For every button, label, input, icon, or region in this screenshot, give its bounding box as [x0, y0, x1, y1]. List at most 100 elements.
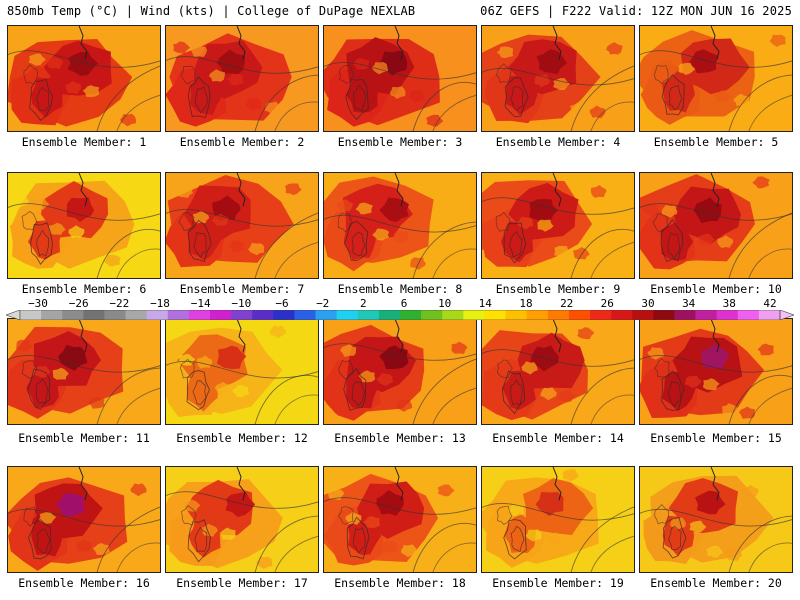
colorbar-swatch — [252, 310, 274, 320]
colorbar-tick-label: 26 — [600, 297, 614, 310]
map-title: 850mb Temp (°C) | Wind (kts) | College o… — [7, 4, 416, 18]
colorbar-tick-label: 14 — [478, 297, 492, 310]
colorbar-swatch — [378, 310, 401, 320]
ensemble-member-label: Ensemble Member: 14 — [492, 431, 624, 445]
temperature-field — [482, 173, 634, 278]
temperature-field — [324, 26, 476, 131]
colorbar-swatch — [695, 310, 717, 320]
colorbar-swatch — [463, 310, 485, 320]
ensemble-member-label: Ensemble Member: 3 — [337, 135, 463, 149]
colorbar-swatch — [568, 310, 591, 320]
ensemble-member-map — [323, 25, 477, 132]
ensemble-member-label: Ensemble Member: 18 — [334, 576, 466, 590]
ensemble-member-label: Ensemble Member: 13 — [334, 431, 466, 445]
ensemble-member-label: Ensemble Member: 9 — [495, 282, 621, 296]
colorbar-tick-label: 42 — [763, 297, 777, 310]
colorbar-swatch — [315, 310, 337, 320]
ensemble-member-map — [7, 318, 161, 425]
colorbar-swatch — [294, 310, 316, 320]
colorbar-swatch — [611, 310, 633, 320]
colorbar-tick-label: 30 — [641, 297, 655, 310]
colorbar-swatch — [357, 310, 380, 320]
temperature-field — [640, 319, 792, 424]
colorbar-swatch — [653, 310, 675, 320]
colorbar-swatch — [146, 310, 169, 320]
ensemble-member-label: Ensemble Member: 12 — [176, 431, 308, 445]
ensemble-member-label: Ensemble Member: 11 — [18, 431, 150, 445]
colorbar-tick-label: −2 — [316, 297, 330, 310]
colorbar-swatch — [125, 310, 147, 320]
colorbar-swatch — [210, 310, 232, 320]
ensemble-member-map — [481, 172, 635, 279]
ensemble-member-label: Ensemble Member: 6 — [21, 282, 147, 296]
ensemble-member-map — [7, 25, 161, 132]
ensemble-member-map — [7, 466, 161, 573]
colorbar-swatch — [484, 310, 506, 320]
ensemble-member-label: Ensemble Member: 17 — [176, 576, 308, 590]
colorbar-swatch — [674, 310, 696, 320]
colorbar-tick-label: 34 — [682, 297, 696, 310]
ensemble-member-map — [323, 466, 477, 573]
ensemble-member-label: Ensemble Member: 4 — [495, 135, 621, 149]
colorbar-swatch — [526, 310, 549, 320]
temperature-field — [482, 467, 634, 572]
colorbar-tick-label: 2 — [359, 297, 367, 310]
ensemble-member-label: Ensemble Member: 19 — [492, 576, 624, 590]
ensemble-member-map — [639, 172, 793, 279]
temperature-field — [482, 26, 634, 131]
colorbar-swatch — [41, 310, 63, 320]
colorbar-tick-label: −6 — [275, 297, 289, 310]
ensemble-member-label: Ensemble Member: 10 — [650, 282, 782, 296]
ensemble-member-map — [165, 172, 319, 279]
temperature-field — [640, 467, 792, 572]
colorbar-swatch — [188, 310, 211, 320]
colorbar-tick-label: −30 — [28, 297, 48, 310]
colorbar-swatch — [421, 310, 443, 320]
colorbar-swatch — [716, 310, 739, 320]
temperature-field — [8, 26, 160, 131]
ensemble-member-map — [323, 172, 477, 279]
colorbar-swatch — [547, 310, 570, 320]
colorbar-swatch — [442, 310, 464, 320]
ensemble-member-label: Ensemble Member: 15 — [650, 431, 782, 445]
colorbar-tick-label: 38 — [722, 297, 736, 310]
colorbar-swatch — [758, 310, 781, 320]
temperature-field — [640, 26, 792, 131]
ensemble-member-map — [165, 25, 319, 132]
temperature-field — [640, 173, 792, 278]
colorbar-tick-label: 22 — [560, 297, 574, 310]
colorbar-tick-label: −14 — [190, 297, 211, 310]
colorbar-scale — [6, 310, 794, 320]
model-run-valid-time: 06Z GEFS | F222 Valid: 12Z MON JUN 16 20… — [480, 4, 792, 18]
colorbar-tick-label: −22 — [109, 297, 130, 310]
ensemble-member-label: Ensemble Member: 7 — [179, 282, 305, 296]
ensemble-member-map — [165, 318, 319, 425]
ensemble-member-map — [639, 466, 793, 573]
colorbar-tick-label: 10 — [438, 297, 452, 310]
ensemble-member-map — [165, 466, 319, 573]
ensemble-member-map — [7, 172, 161, 279]
temperature-field — [166, 173, 318, 278]
colorbar-swatch — [231, 310, 253, 320]
ensemble-member-label: Ensemble Member: 16 — [18, 576, 150, 590]
colorbar-swatch — [62, 310, 84, 320]
temperature-field — [482, 319, 634, 424]
temperature-field — [8, 173, 160, 278]
temperature-field — [324, 467, 476, 572]
temperature-colorbar: −30 −26 −22 −18 −14 −10 −6 −2 2 6 10 14 18 22 26 30 34 38… — [6, 297, 794, 323]
colorbar-swatch — [590, 310, 612, 320]
ensemble-member-map — [639, 25, 793, 132]
colorbar-tick-label: −10 — [231, 297, 252, 310]
colorbar-swatch — [505, 310, 527, 320]
ensemble-member-map — [481, 318, 635, 425]
colorbar-tick-label: 6 — [400, 297, 408, 310]
ensemble-member-label: Ensemble Member: 8 — [337, 282, 463, 296]
ensemble-member-map — [323, 318, 477, 425]
ensemble-member-label: Ensemble Member: 2 — [179, 135, 305, 149]
colorbar-tick-label: −18 — [150, 297, 170, 310]
colorbar-tick-label: 18 — [519, 297, 533, 310]
colorbar-swatch — [400, 310, 422, 320]
colorbar-swatch — [83, 310, 105, 320]
colorbar-tick-label: −26 — [68, 297, 89, 310]
ensemble-member-label: Ensemble Member: 20 — [650, 576, 782, 590]
